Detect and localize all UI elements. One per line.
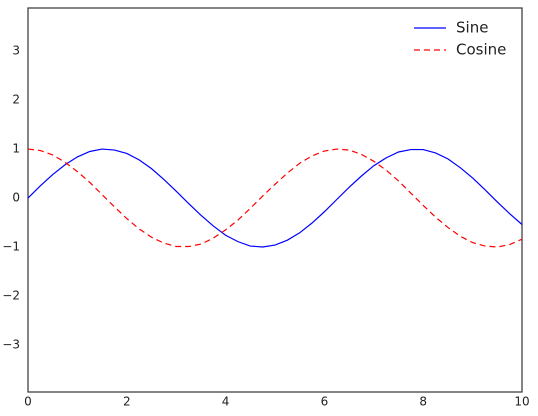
x-tick-label: 0 — [24, 395, 32, 409]
y-tick-label: 0 — [12, 191, 20, 205]
y-tick-label: −3 — [2, 337, 20, 351]
x-tick-label: 6 — [321, 395, 329, 409]
y-tick-label: 3 — [12, 44, 20, 58]
legend-label: Sine — [456, 19, 488, 37]
series-line — [27, 148, 523, 248]
series-line — [27, 148, 523, 248]
y-tick-label: −2 — [2, 289, 20, 303]
y-tick-label: 1 — [12, 142, 20, 156]
y-tick-label: −1 — [2, 240, 20, 254]
x-tick-label: 2 — [123, 395, 131, 409]
x-tick-label: 4 — [222, 395, 230, 409]
x-tick-label: 10 — [514, 395, 529, 409]
plot-frame — [27, 7, 523, 393]
y-tick-label: 2 — [12, 93, 20, 107]
legend-label: Cosine — [456, 41, 506, 59]
x-tick-label: 8 — [419, 395, 427, 409]
